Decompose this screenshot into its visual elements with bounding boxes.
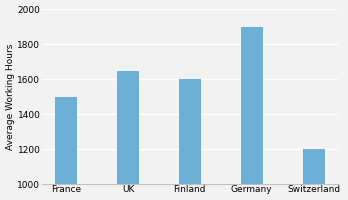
- Bar: [55, 97, 77, 200]
- Bar: [303, 149, 325, 200]
- Bar: [117, 71, 139, 200]
- Y-axis label: Average Working Hours: Average Working Hours: [6, 43, 15, 150]
- Bar: [241, 27, 263, 200]
- Bar: [179, 79, 201, 200]
